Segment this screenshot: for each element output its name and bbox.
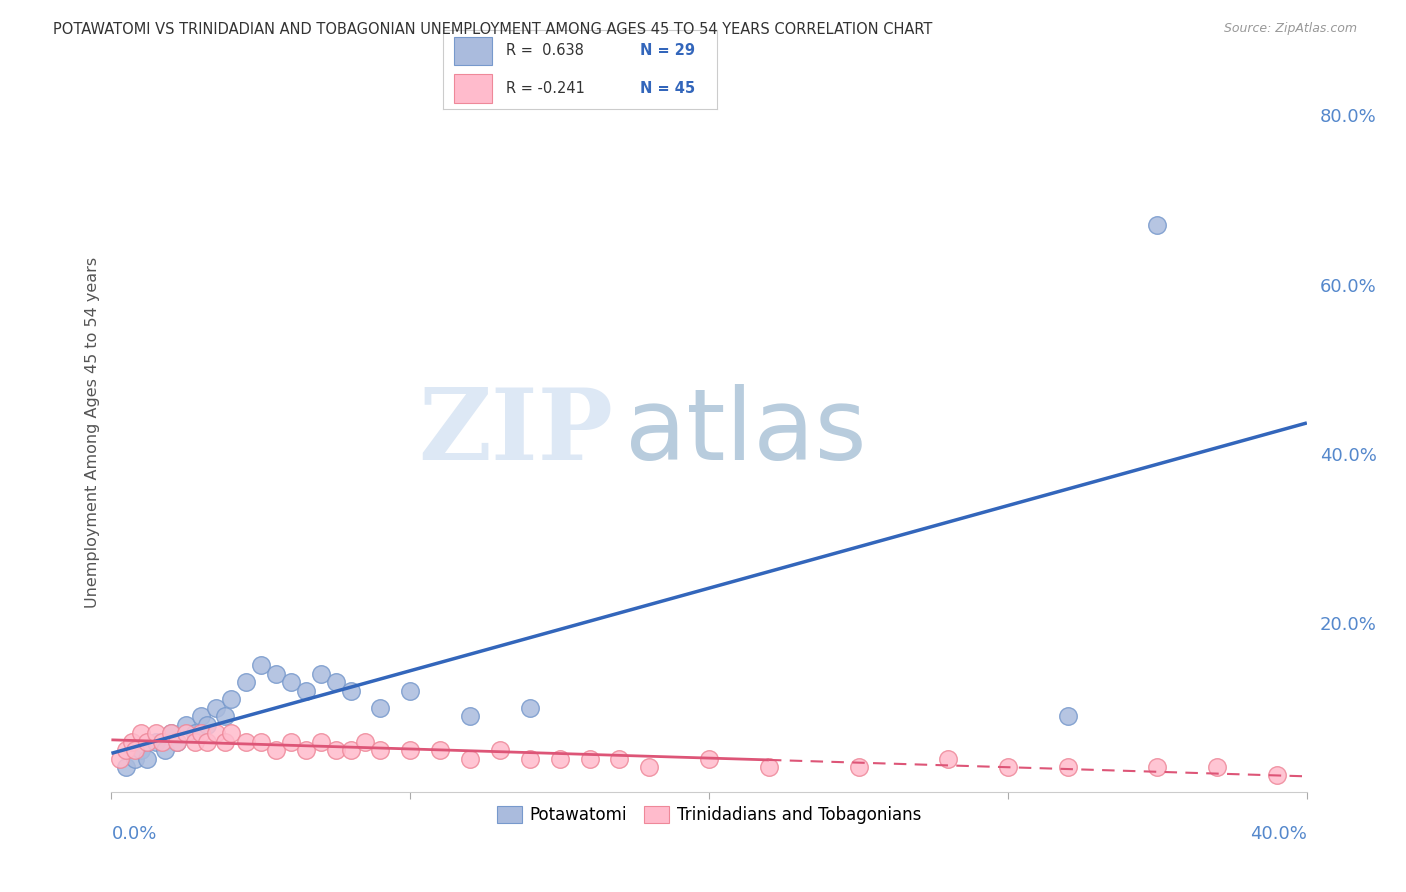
Point — [205, 726, 228, 740]
Text: atlas: atlas — [626, 384, 868, 481]
Point — [195, 734, 218, 748]
Point — [214, 734, 236, 748]
Point — [638, 760, 661, 774]
Point — [399, 683, 422, 698]
Point — [219, 726, 242, 740]
Point — [458, 709, 481, 723]
Text: N = 29: N = 29 — [640, 43, 696, 58]
Point — [1146, 760, 1168, 774]
Point — [1056, 760, 1078, 774]
Point — [136, 734, 159, 748]
Point — [325, 743, 347, 757]
Point — [294, 683, 316, 698]
Point — [309, 734, 332, 748]
Point — [519, 751, 541, 765]
Point — [280, 734, 302, 748]
Legend: Potawatomi, Trinidadians and Tobagonians: Potawatomi, Trinidadians and Tobagonians — [489, 799, 928, 830]
Point — [264, 743, 287, 757]
Point — [936, 751, 959, 765]
Text: ZIP: ZIP — [419, 384, 613, 481]
Point — [166, 734, 188, 748]
Point — [758, 760, 780, 774]
Text: 0.0%: 0.0% — [111, 825, 157, 843]
Point — [115, 743, 138, 757]
Text: 40.0%: 40.0% — [1250, 825, 1306, 843]
Point — [1265, 768, 1288, 782]
Point — [129, 726, 152, 740]
Text: N = 45: N = 45 — [640, 81, 696, 96]
Point — [1206, 760, 1229, 774]
Point — [145, 726, 167, 740]
Point — [124, 751, 146, 765]
Point — [325, 675, 347, 690]
Point — [578, 751, 600, 765]
Point — [264, 667, 287, 681]
Point — [174, 717, 197, 731]
Point — [166, 734, 188, 748]
Point — [997, 760, 1019, 774]
Point — [235, 675, 257, 690]
Point — [184, 734, 207, 748]
Text: R =  0.638: R = 0.638 — [506, 43, 583, 58]
Point — [184, 726, 207, 740]
Point — [339, 743, 361, 757]
Point — [250, 658, 273, 673]
Point — [458, 751, 481, 765]
Point — [174, 726, 197, 740]
Point — [150, 734, 173, 748]
Point — [160, 726, 183, 740]
Point — [195, 717, 218, 731]
Point — [519, 700, 541, 714]
Point — [370, 743, 392, 757]
Point — [145, 734, 167, 748]
Point — [548, 751, 571, 765]
Point — [190, 709, 212, 723]
Point — [309, 667, 332, 681]
Point — [848, 760, 870, 774]
Point — [250, 734, 273, 748]
Point — [489, 743, 512, 757]
FancyBboxPatch shape — [454, 74, 492, 103]
Point — [155, 743, 177, 757]
Point — [121, 734, 143, 748]
Point — [129, 743, 152, 757]
Text: Source: ZipAtlas.com: Source: ZipAtlas.com — [1223, 22, 1357, 36]
Point — [294, 743, 316, 757]
Point — [136, 751, 159, 765]
Point — [370, 700, 392, 714]
Point — [205, 700, 228, 714]
Point — [697, 751, 720, 765]
Point — [115, 760, 138, 774]
Point — [1146, 219, 1168, 233]
Point — [1056, 709, 1078, 723]
Point — [339, 683, 361, 698]
Point — [160, 726, 183, 740]
Point — [235, 734, 257, 748]
FancyBboxPatch shape — [454, 37, 492, 65]
Point — [214, 709, 236, 723]
Point — [124, 743, 146, 757]
Point — [429, 743, 451, 757]
Point — [609, 751, 631, 765]
Y-axis label: Unemployment Among Ages 45 to 54 years: Unemployment Among Ages 45 to 54 years — [86, 257, 100, 608]
Text: POTAWATOMI VS TRINIDADIAN AND TOBAGONIAN UNEMPLOYMENT AMONG AGES 45 TO 54 YEARS : POTAWATOMI VS TRINIDADIAN AND TOBAGONIAN… — [53, 22, 932, 37]
Point — [280, 675, 302, 690]
Point — [190, 726, 212, 740]
Point — [354, 734, 377, 748]
Point — [399, 743, 422, 757]
Point — [219, 692, 242, 706]
Point — [110, 751, 132, 765]
Text: R = -0.241: R = -0.241 — [506, 81, 585, 96]
